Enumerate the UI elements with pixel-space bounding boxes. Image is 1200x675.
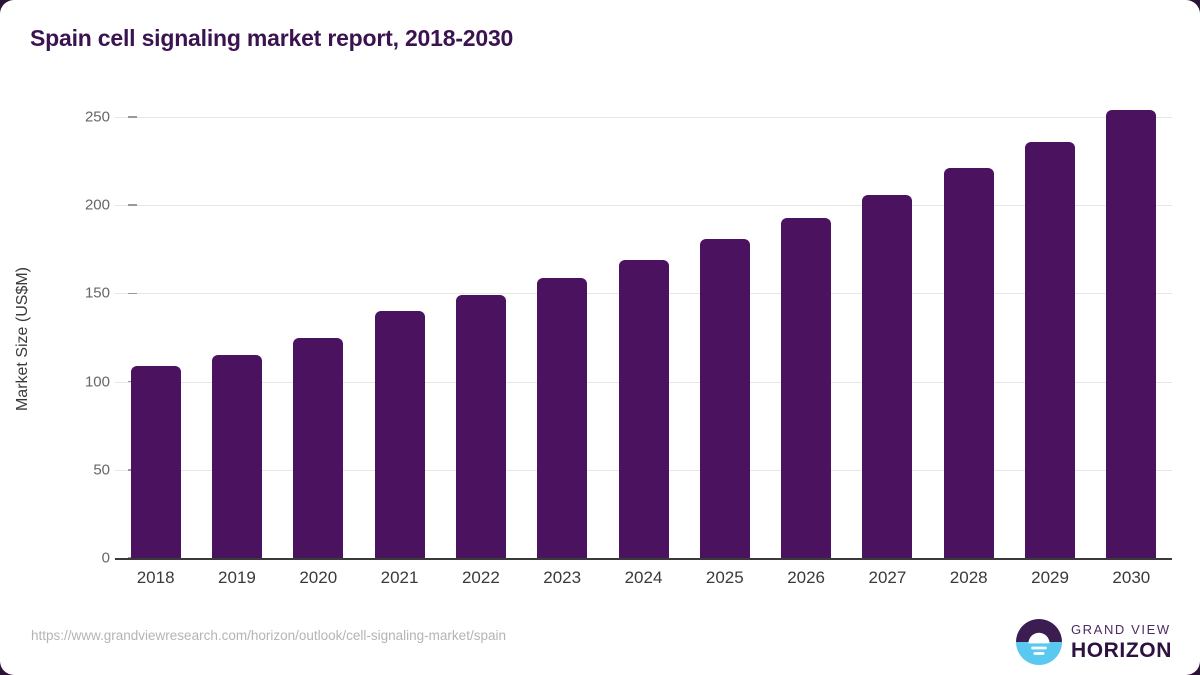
source-url[interactable]: https://www.grandviewresearch.com/horizo… [31,628,506,643]
y-tick-label: 100 [84,373,110,391]
bar[interactable] [618,259,669,558]
y-axis-label: Market Size (US$M) [14,266,31,412]
y-tick-label: 0 [101,549,110,567]
y-tick-mark [128,292,137,295]
x-tick-label: 2019 [218,568,256,587]
logo-line-horizon: HORIZON [1070,639,1172,662]
bar[interactable] [781,217,832,558]
logo-line-grand-view: GRAND VIEW [1070,622,1171,637]
y-tick-label: 150 [84,284,110,302]
x-tick-label: 2029 [1031,568,1069,587]
page-title: Spain cell signaling market report, 2018… [30,25,514,51]
x-tick-label: 2025 [705,568,744,587]
x-tick-label: 2027 [868,568,907,587]
y-axis-ticks: 0 50 100 150 200 250 [25,0,137,675]
gridline [115,117,1172,118]
bar[interactable] [1025,141,1076,558]
y-tick-label: 200 [84,196,110,214]
bar[interactable] [699,238,750,558]
x-tick-label: 2022 [461,568,500,587]
bar[interactable] [943,168,994,558]
horizon-logo-icon [1015,619,1062,665]
bar[interactable] [293,337,344,558]
bar[interactable] [862,194,913,558]
x-tick-label: 2023 [543,568,582,587]
y-tick-mark [128,116,137,118]
x-tick-label: 2026 [787,568,826,587]
x-tick-label: 2030 [1112,568,1151,587]
logo-wordmark: GRAND VIEW HORIZON [1071,623,1172,661]
gridline [115,205,1172,207]
x-axis-line [115,558,1172,560]
x-tick-label: 2020 [299,568,338,587]
grand-view-horizon-logo[interactable]: GRAND VIEW HORIZON [1015,619,1172,665]
y-tick-label: 250 [84,108,110,126]
y-tick-label: 50 [93,461,110,479]
y-tick-mark [128,204,137,206]
bar[interactable] [374,311,425,558]
bar-series [115,109,1172,558]
bar[interactable] [455,295,506,558]
bar[interactable] [211,355,262,558]
x-tick-label: 2028 [949,568,988,587]
x-tick-label: 2024 [624,568,663,587]
bar[interactable] [537,277,588,558]
bar[interactable] [130,365,181,558]
x-tick-label: 2021 [380,568,419,587]
x-tick-label: 2018 [136,568,175,587]
bar[interactable] [1106,109,1157,558]
